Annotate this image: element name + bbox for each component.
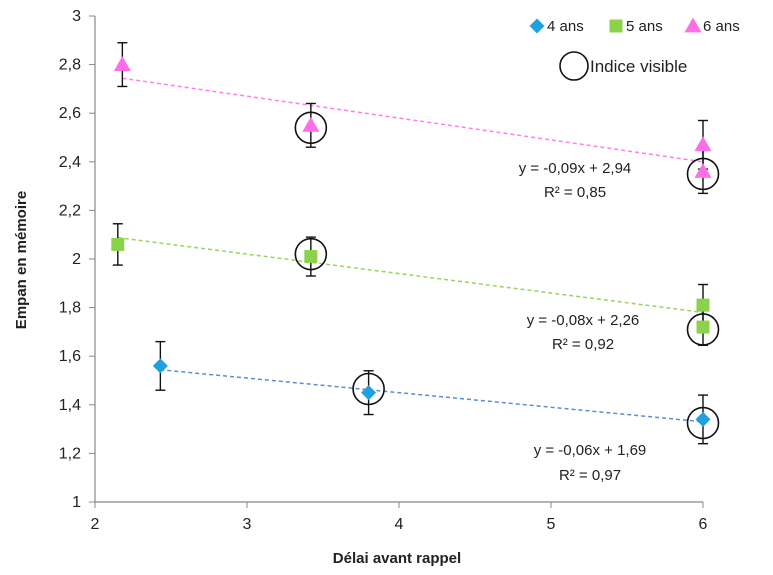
- x-tick-label: 5: [547, 516, 556, 533]
- visible-cue-circle: [686, 406, 720, 440]
- x-tick-label: 6: [699, 516, 708, 533]
- r-squared-label: R² = 0,92: [552, 336, 614, 353]
- trend-equation: y = -0,09x + 2,94: [519, 160, 632, 177]
- data-point: [302, 116, 320, 132]
- visible-cue-circle: [294, 111, 328, 145]
- data-point: [696, 298, 710, 312]
- y-tick-label: 3: [72, 8, 81, 25]
- axes: 1 1,2 1,4 1,6 1,8 2 2,2 2,4 2,6 2,8 3 2 3 4 5 6: [59, 8, 708, 533]
- x-axis-title: Délai avant rappel: [333, 550, 461, 567]
- visible-cue-circle: [352, 372, 385, 406]
- y-tick-label: 1,8: [59, 300, 81, 317]
- data-point: [694, 136, 712, 152]
- data-point: [694, 163, 712, 178]
- visible-cue-circles: [294, 111, 720, 440]
- data-point: [304, 250, 318, 264]
- y-tick-label: 2,2: [59, 202, 81, 219]
- data-point: [152, 358, 168, 374]
- data-point: [113, 56, 131, 71]
- trendline-1: [117, 236, 704, 314]
- y-tick-label: 1: [72, 494, 81, 511]
- data-point: [111, 237, 125, 251]
- visible-cue-circle: [686, 313, 720, 346]
- legend-marker: [609, 19, 623, 33]
- trendline-0: [160, 369, 704, 423]
- y-tick-label: 2,6: [59, 105, 81, 122]
- legend-label: 5 ans: [626, 18, 663, 35]
- y-axis-title: Empan en mémoire: [13, 191, 30, 329]
- trend-equation: y = -0,06x + 1,69: [534, 442, 647, 459]
- data-markers: [111, 56, 712, 427]
- y-tick-label: 1,2: [59, 445, 81, 462]
- data-point: [695, 411, 711, 427]
- data-point: [696, 320, 710, 334]
- visible-cue-circle: [294, 237, 328, 271]
- trend-lines: [117, 77, 704, 423]
- trendline-2: [122, 77, 704, 163]
- trend-equation: y = -0,08x + 2,26: [527, 312, 640, 329]
- r-squared-label: R² = 0,97: [559, 467, 621, 484]
- data-point: [361, 385, 377, 401]
- r-squared-label: R² = 0,85: [544, 184, 606, 201]
- y-tick-label: 1,4: [59, 397, 81, 414]
- legend-marker: [684, 17, 702, 33]
- error-bars: [112, 42, 708, 445]
- trend-equations: y = -0,06x + 1,69 R² = 0,97 y = -0,08x + 2…: [519, 160, 647, 484]
- legend: 4 ans 5 ans 6 ans Indice visible: [529, 17, 740, 81]
- y-tick-label: 2: [72, 251, 81, 268]
- y-tick-label: 2,8: [59, 57, 81, 74]
- legend-marker: [529, 18, 545, 34]
- legend-cue-label: Indice visible: [590, 57, 687, 76]
- legend-label: 4 ans: [547, 18, 584, 35]
- x-tick-label: 4: [395, 516, 404, 533]
- legend-cue-circle: [559, 51, 589, 81]
- x-tick-label: 3: [243, 516, 252, 533]
- legend-label: 6 ans: [703, 18, 740, 35]
- y-tick-label: 2,4: [59, 154, 81, 171]
- y-tick-label: 1,6: [59, 348, 81, 365]
- visible-cue-circle: [686, 157, 720, 191]
- x-tick-label: 2: [91, 516, 100, 533]
